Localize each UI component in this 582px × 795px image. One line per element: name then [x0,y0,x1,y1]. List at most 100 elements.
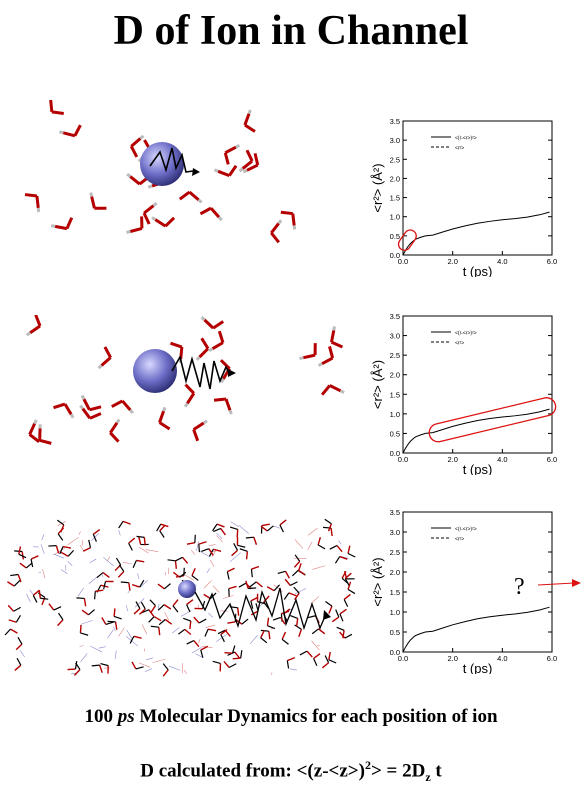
water-molecule [138,536,149,546]
water-molecule [114,557,122,572]
water-molecule [178,628,192,636]
water-molecule [178,190,203,204]
water-molecule [293,554,301,568]
water-molecule [294,624,303,638]
water-molecule [7,604,21,612]
water-molecule [149,599,157,613]
water-molecule [32,589,40,603]
water-molecule [101,617,114,626]
water-molecule [162,663,169,677]
water-molecule [129,635,142,644]
water-molecule [325,600,333,614]
y-tick-label: 1.0 [390,213,400,222]
water-molecule [172,571,187,578]
water-molecule [76,597,87,607]
y-tick-label: 0.0 [390,648,400,657]
highlight-ellipse [428,397,557,443]
x-tick-label: 4.0 [497,257,507,266]
water-molecule [284,578,298,586]
series-line [402,606,550,653]
water-molecule [260,629,271,640]
y-tick-label: 1.0 [390,410,400,419]
water-molecule [290,615,299,627]
water-molecule [224,645,236,654]
water-molecule [172,599,179,613]
legend-label: <(r-<r>)²> [455,527,477,533]
page-title: D of Ion in Channel [113,8,469,54]
y-tick-label: 3.0 [390,528,400,537]
x-tick-label: 6.0 [547,455,557,464]
water-molecule [48,603,62,611]
y-tick-label: 0.5 [390,628,400,637]
water-molecule [129,134,145,158]
water-molecule [133,601,141,615]
water-molecule [57,612,64,627]
water-molecule [347,545,356,558]
y-tick-label: 2.0 [390,568,400,577]
water-molecule [279,519,287,533]
water-molecule [317,537,326,550]
water-molecule [341,570,349,585]
trajectory-arrowhead [323,610,331,620]
water-molecule [18,546,27,559]
x-tick-label: 2.0 [447,257,457,266]
water-molecule [10,573,22,583]
water-molecule [118,520,131,529]
y-axis-label: <r²> (Å²) [370,163,385,212]
channel-snapshot [4,518,356,677]
water-molecule [89,192,107,210]
water-molecule [167,559,178,569]
water-molecule [94,589,104,600]
water-molecule [81,609,95,616]
water-molecule [245,536,258,545]
water-molecule [30,555,39,568]
water-molecule [107,620,118,630]
x-tick-label: 0.0 [398,257,408,266]
water-molecule [213,164,238,178]
water-molecule [150,625,161,636]
water-molecule [97,346,112,370]
x-tick-label: 0.0 [398,455,408,464]
water-molecule [336,626,345,639]
y-tick-label: 0.0 [390,251,400,260]
legend-label: <r²> [455,146,464,152]
water-molecule [330,326,344,349]
water-molecule [299,650,313,658]
y-tick-label: 3.5 [390,117,400,126]
water-molecule [192,419,208,442]
water-molecule [49,100,64,115]
trajectory-arrowhead [192,168,200,176]
water-molecule [138,601,146,615]
water-molecule [260,630,268,644]
water-molecule [339,608,347,622]
water-molecule [208,330,225,353]
water-molecule [347,581,356,595]
trajectory-arrowhead [228,369,236,377]
water-molecule [280,210,297,230]
water-molecule [103,580,114,590]
y-tick-label: 3.5 [390,508,400,517]
water-molecule [199,206,223,222]
water-molecule [200,645,209,658]
y-tick-label: 1.5 [390,194,400,203]
water-molecule [26,315,42,337]
ion-trajectory [171,354,231,390]
water-molecule [231,543,239,557]
highlight-ellipse [397,229,417,251]
water-molecule [236,537,246,548]
y-tick-label: 0.0 [390,449,400,458]
water-molecule [250,565,260,578]
water-molecule [186,599,194,613]
legend-label: <(r-<r>)²> [455,331,477,337]
water-molecule [38,424,52,445]
y-tick-label: 0.5 [390,232,400,241]
legend-label: <(r-<r>)²> [455,136,477,142]
water-molecule [299,343,317,361]
x-tick-label: 2.0 [447,455,457,464]
water-molecule [157,604,172,611]
water-molecule [67,661,78,671]
msd-plot-1: 0.0 0.5 1.0 1.5 2.0 2.5 3.0 3.5 0.0 2.0 4.0 6.0 t (p… [370,117,557,277]
water-molecule [142,201,158,225]
water-molecule [186,534,196,545]
water-molecule [4,628,18,636]
